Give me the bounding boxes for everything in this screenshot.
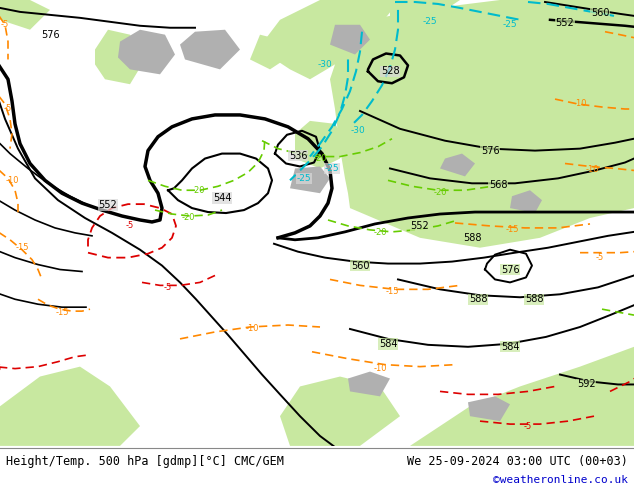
Text: -20: -20 <box>313 154 327 163</box>
Text: -10: -10 <box>373 364 387 373</box>
Text: -10: -10 <box>245 324 259 334</box>
Text: -15: -15 <box>385 287 399 296</box>
Text: -20: -20 <box>191 186 205 195</box>
Polygon shape <box>290 167 330 193</box>
Text: -5: -5 <box>126 221 134 230</box>
Text: 568: 568 <box>489 180 507 190</box>
Text: -5: -5 <box>524 421 532 431</box>
Text: -25: -25 <box>325 164 339 173</box>
Text: -20: -20 <box>181 214 195 222</box>
Text: -15: -15 <box>15 243 29 252</box>
Text: -25: -25 <box>423 17 437 26</box>
Polygon shape <box>250 35 285 70</box>
Text: 528: 528 <box>380 66 399 76</box>
Text: -5: -5 <box>1 20 9 29</box>
Text: 552: 552 <box>555 18 574 28</box>
Polygon shape <box>330 25 370 54</box>
Text: -10: -10 <box>585 165 598 174</box>
Text: 584: 584 <box>501 342 519 352</box>
Polygon shape <box>118 30 175 74</box>
Text: 592: 592 <box>577 379 595 390</box>
Text: -30: -30 <box>351 126 365 135</box>
Text: -5: -5 <box>596 253 604 262</box>
Text: 544: 544 <box>213 193 231 203</box>
Polygon shape <box>330 0 634 248</box>
Polygon shape <box>0 367 140 446</box>
Text: -10: -10 <box>573 98 586 107</box>
Text: We 25-09-2024 03:00 UTC (00+03): We 25-09-2024 03:00 UTC (00+03) <box>407 455 628 468</box>
Polygon shape <box>440 153 475 176</box>
Text: 588: 588 <box>463 233 481 243</box>
Polygon shape <box>468 396 510 421</box>
Text: -25: -25 <box>503 20 517 29</box>
Text: -5: -5 <box>4 104 12 114</box>
Text: -5: -5 <box>164 283 172 292</box>
Text: -5: -5 <box>0 364 2 373</box>
Text: -20: -20 <box>433 188 447 196</box>
Polygon shape <box>280 376 400 446</box>
Polygon shape <box>390 0 460 30</box>
Polygon shape <box>410 347 634 446</box>
Text: -20: -20 <box>373 228 387 237</box>
Text: 588: 588 <box>469 294 488 304</box>
Text: -15: -15 <box>55 308 68 317</box>
Text: 584: 584 <box>378 339 398 349</box>
Text: 536: 536 <box>288 150 307 161</box>
Text: -10: -10 <box>5 176 19 185</box>
Polygon shape <box>265 0 400 79</box>
Text: ©weatheronline.co.uk: ©weatheronline.co.uk <box>493 475 628 485</box>
Polygon shape <box>348 371 390 396</box>
Text: 552: 552 <box>411 221 429 231</box>
Text: 560: 560 <box>351 261 369 270</box>
Polygon shape <box>0 0 50 30</box>
Text: 576: 576 <box>481 146 500 156</box>
Text: 560: 560 <box>591 8 609 18</box>
Text: 576: 576 <box>41 30 60 40</box>
Text: 576: 576 <box>501 265 519 274</box>
Text: 588: 588 <box>525 294 543 304</box>
Polygon shape <box>295 121 345 169</box>
Polygon shape <box>510 190 542 213</box>
Polygon shape <box>95 30 145 84</box>
Text: -30: -30 <box>318 60 332 69</box>
Text: Height/Temp. 500 hPa [gdmp][°C] CMC/GEM: Height/Temp. 500 hPa [gdmp][°C] CMC/GEM <box>6 455 284 468</box>
Polygon shape <box>180 30 240 70</box>
Text: 552: 552 <box>99 200 117 210</box>
Text: -25: -25 <box>297 174 311 183</box>
Text: -15: -15 <box>505 225 519 234</box>
